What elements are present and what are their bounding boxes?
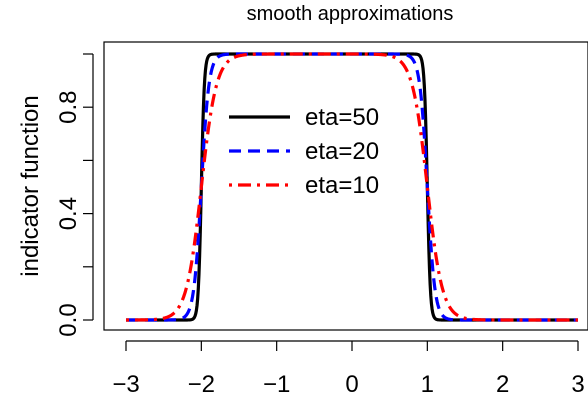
x-tick-label: −1: [263, 371, 290, 398]
x-tick-label: −3: [112, 371, 139, 398]
plot-frame: [103, 41, 588, 331]
x-tick-label: 1: [421, 371, 434, 398]
legend-label: eta=10: [305, 172, 379, 199]
x-tick-label: 3: [571, 371, 584, 398]
x-tick-label: 0: [345, 371, 358, 398]
y-axis-label: indicator function: [17, 95, 44, 276]
chart-title: smooth approximations: [247, 3, 454, 25]
y-axis: 0.0 0.4 0.8: [55, 53, 94, 337]
y-tick-label: 0.8: [55, 91, 82, 124]
y-tick-label: 0.0: [55, 303, 82, 336]
series-line-eta-10: [125, 52, 579, 322]
series-group: [125, 52, 579, 322]
x-axis: −3 −2 −1 0 1 2 3: [112, 340, 585, 398]
legend-label: eta=50: [305, 104, 379, 131]
x-tick-label: 2: [496, 371, 509, 398]
y-tick-label: 0.4: [55, 197, 82, 230]
legend: eta=50 eta=20 eta=10: [229, 104, 379, 199]
legend-label: eta=20: [305, 138, 379, 165]
x-tick-label: −2: [188, 371, 215, 398]
